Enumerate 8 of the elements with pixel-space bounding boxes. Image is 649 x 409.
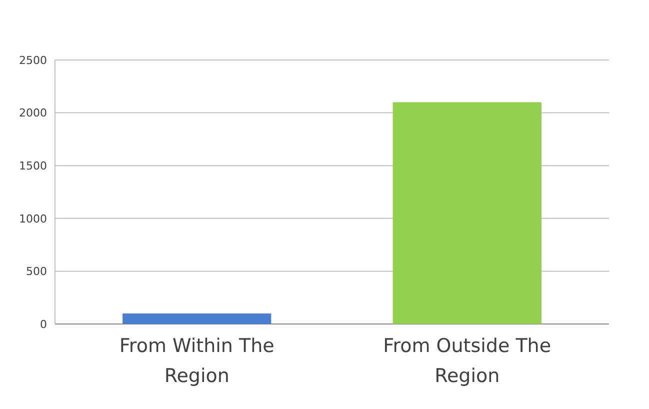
y-tick-label: 1500	[19, 159, 47, 172]
y-tick-label: 500	[26, 265, 47, 278]
y-tick-label: 1000	[19, 212, 47, 226]
x-tick-label: From Outside The Region	[383, 335, 552, 387]
x-tick-label: From Within The Region	[119, 335, 274, 387]
y-tick-label: 2500	[19, 54, 47, 67]
y-tick-label: 0	[40, 318, 47, 331]
y-tick-label: 2000	[19, 106, 47, 120]
